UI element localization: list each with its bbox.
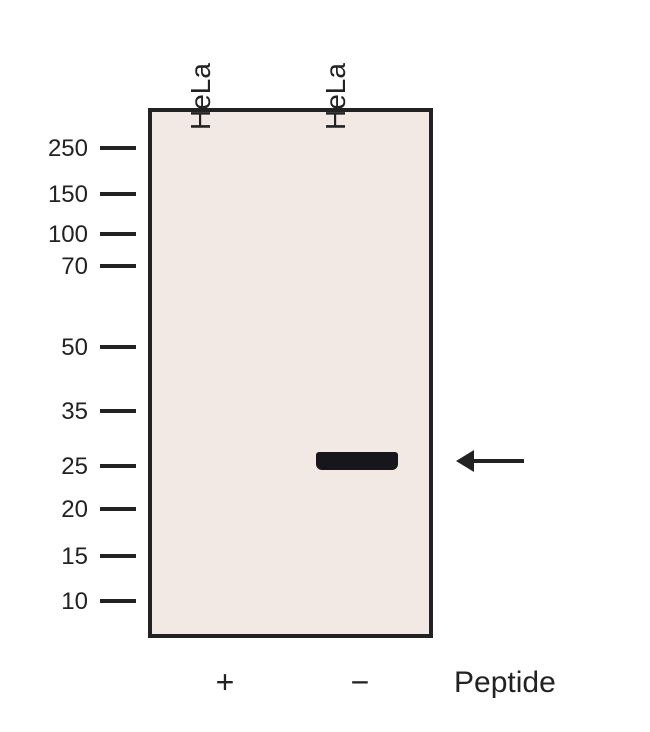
mw-tick-15 [100,554,136,558]
mw-tick-250 [100,146,136,150]
mw-label-250: 250 [28,135,88,163]
mw-label-100: 100 [28,221,88,249]
arrow-head-icon [456,450,474,472]
mw-label-15: 15 [28,543,88,571]
mw-tick-70 [100,264,136,268]
peptide-sign-lane0: + [205,664,245,701]
mw-label-10: 10 [28,588,88,616]
mw-label-25: 25 [28,453,88,481]
arrow-line [474,459,524,463]
mw-tick-100 [100,232,136,236]
mw-label-20: 20 [28,496,88,524]
mw-tick-10 [100,599,136,603]
mw-label-70: 70 [28,253,88,281]
mw-tick-25 [100,464,136,468]
lane-label-0: HeLa [185,63,217,130]
mw-tick-35 [100,409,136,413]
mw-tick-20 [100,507,136,511]
blot-membrane [148,108,433,638]
western-blot-figure: HeLa HeLa 250 150 100 70 50 35 25 20 15 10 + − Peptide [0,0,650,732]
lane-label-1: HeLa [320,63,352,130]
mw-label-150: 150 [28,181,88,209]
mw-label-50: 50 [28,334,88,362]
peptide-sign-lane1: − [340,664,380,701]
mw-label-35: 35 [28,398,88,426]
band-lane1 [316,452,398,470]
mw-tick-150 [100,192,136,196]
peptide-label: Peptide [454,666,556,700]
mw-tick-50 [100,345,136,349]
